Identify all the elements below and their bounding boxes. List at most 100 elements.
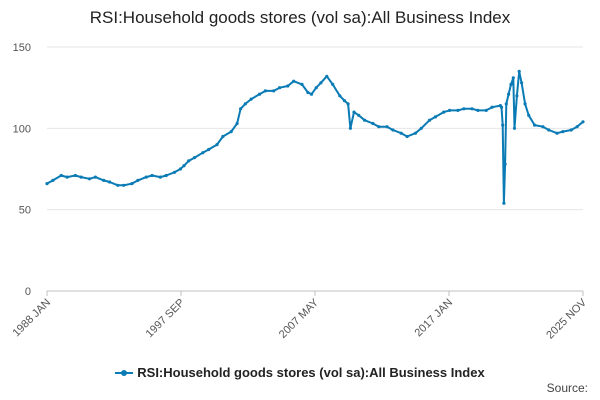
- data-point[interactable]: [512, 126, 517, 130]
- data-point[interactable]: [45, 182, 49, 186]
- axes: 0 50 100 150 1988 JAN 1997 SEP 2007 MAY 2017 JA…: [10, 42, 589, 341]
- data-point[interactable]: [187, 159, 191, 163]
- data-point[interactable]: [87, 177, 92, 181]
- source-label: Source:: [546, 381, 588, 395]
- data-point[interactable]: [476, 108, 480, 112]
- data-point[interactable]: [314, 86, 318, 90]
- data-point[interactable]: [164, 173, 168, 178]
- data-point[interactable]: [346, 102, 350, 106]
- data-point[interactable]: [59, 173, 63, 178]
- data-point[interactable]: [470, 107, 474, 111]
- data-point[interactable]: [325, 74, 329, 78]
- data-point[interactable]: [319, 81, 323, 85]
- data-point[interactable]: [243, 102, 247, 106]
- data-point[interactable]: [509, 82, 513, 86]
- x-tick-label: 2025 NOV: [544, 296, 589, 341]
- data-point[interactable]: [292, 79, 296, 83]
- data-point[interactable]: [569, 128, 573, 132]
- data-point[interactable]: [182, 164, 186, 168]
- data-point[interactable]: [515, 94, 519, 98]
- legend[interactable]: RSI:Household goods stores (vol sa):All …: [0, 365, 600, 380]
- data-point[interactable]: [502, 201, 506, 205]
- data-point[interactable]: [462, 107, 466, 111]
- data-point[interactable]: [278, 86, 282, 90]
- data-point[interactable]: [352, 110, 356, 114]
- data-point[interactable]: [239, 107, 243, 111]
- data-point[interactable]: [520, 81, 524, 85]
- data-point[interactable]: [263, 89, 267, 93]
- data-point[interactable]: [399, 131, 403, 135]
- data-point[interactable]: [201, 151, 205, 155]
- data-point[interactable]: [93, 175, 97, 179]
- data-point[interactable]: [178, 167, 182, 171]
- data-point[interactable]: [144, 175, 148, 179]
- data-point[interactable]: [348, 126, 352, 130]
- data-point[interactable]: [533, 123, 537, 127]
- data-point[interactable]: [65, 175, 69, 179]
- data-point[interactable]: [172, 170, 177, 174]
- data-point[interactable]: [79, 175, 83, 179]
- data-point[interactable]: [391, 128, 395, 132]
- data-point[interactable]: [517, 69, 521, 73]
- data-point[interactable]: [309, 92, 314, 96]
- data-point[interactable]: [419, 126, 423, 130]
- data-point[interactable]: [371, 121, 375, 126]
- data-point[interactable]: [158, 175, 162, 179]
- data-point[interactable]: [575, 125, 579, 129]
- data-point[interactable]: [306, 90, 310, 95]
- data-point[interactable]: [215, 143, 219, 147]
- data-point[interactable]: [51, 178, 55, 182]
- data-point[interactable]: [523, 102, 527, 106]
- data-point[interactable]: [342, 99, 347, 103]
- data-point[interactable]: [357, 113, 361, 117]
- data-point[interactable]: [73, 173, 77, 178]
- data-point[interactable]: [527, 113, 531, 117]
- data-point[interactable]: [581, 120, 585, 124]
- data-point[interactable]: [249, 97, 253, 101]
- data-point[interactable]: [555, 131, 559, 135]
- data-point[interactable]: [501, 123, 505, 127]
- data-point[interactable]: [150, 173, 154, 178]
- data-point[interactable]: [102, 178, 106, 182]
- data-point[interactable]: [300, 82, 304, 86]
- data-point[interactable]: [122, 183, 126, 187]
- x-tick-label: 2007 MAY: [277, 296, 322, 341]
- data-point[interactable]: [229, 130, 233, 134]
- data-point[interactable]: [207, 147, 211, 152]
- data-point[interactable]: [499, 105, 504, 109]
- data-point[interactable]: [363, 118, 367, 122]
- data-point[interactable]: [130, 182, 134, 186]
- data-point[interactable]: [405, 134, 409, 139]
- data-point[interactable]: [507, 92, 511, 96]
- data-point[interactable]: [427, 118, 432, 122]
- data-point[interactable]: [331, 82, 335, 86]
- data-point[interactable]: [490, 105, 494, 109]
- data-point[interactable]: [235, 121, 239, 126]
- y-tick-label: 0: [25, 286, 31, 298]
- data-point[interactable]: [484, 108, 488, 112]
- data-point[interactable]: [503, 162, 507, 166]
- data-point[interactable]: [221, 134, 225, 139]
- data-point[interactable]: [257, 92, 262, 96]
- data-point[interactable]: [541, 125, 545, 129]
- data-point[interactable]: [504, 102, 508, 106]
- data-point[interactable]: [448, 108, 452, 112]
- data-point[interactable]: [433, 115, 437, 119]
- data-point[interactable]: [286, 84, 290, 88]
- data-point[interactable]: [511, 76, 515, 80]
- data-point[interactable]: [108, 180, 112, 184]
- data-point[interactable]: [272, 89, 276, 93]
- data-point[interactable]: [136, 178, 140, 182]
- data-point[interactable]: [338, 94, 342, 98]
- chart-title: RSI:Household goods stores (vol sa):All …: [89, 8, 511, 27]
- data-point[interactable]: [456, 108, 460, 112]
- legend-series-label: RSI:Household goods stores (vol sa):All …: [137, 365, 485, 380]
- data-point[interactable]: [385, 125, 389, 129]
- data-point[interactable]: [561, 130, 565, 134]
- data-point[interactable]: [442, 110, 446, 114]
- data-point[interactable]: [116, 183, 120, 187]
- data-point[interactable]: [413, 131, 417, 135]
- data-point[interactable]: [193, 156, 197, 160]
- data-point[interactable]: [547, 128, 551, 132]
- data-point[interactable]: [377, 125, 381, 129]
